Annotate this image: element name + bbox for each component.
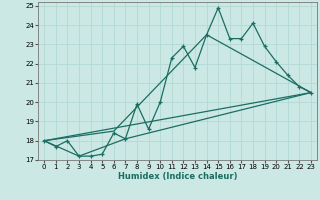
X-axis label: Humidex (Indice chaleur): Humidex (Indice chaleur): [118, 172, 237, 181]
